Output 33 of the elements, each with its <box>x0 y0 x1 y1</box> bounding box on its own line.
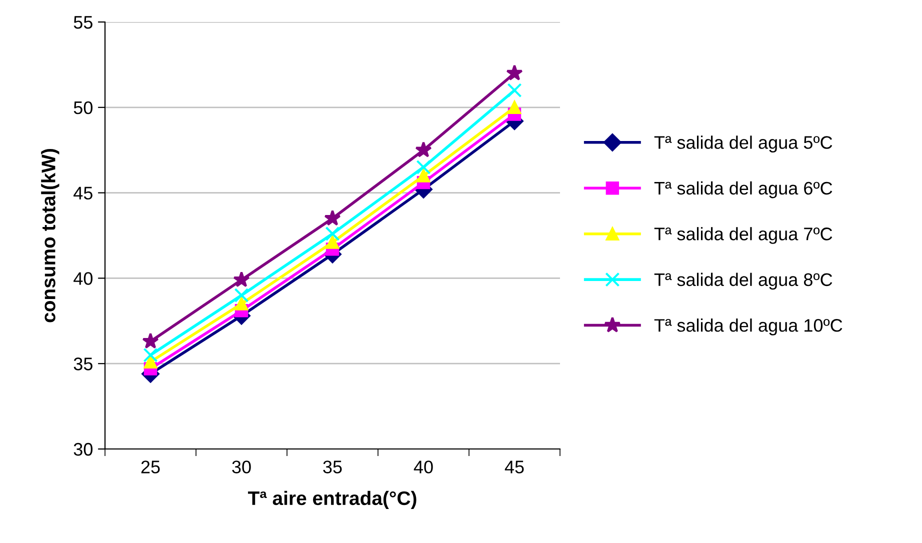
y-tick-label: 45 <box>74 186 92 200</box>
point <box>506 64 523 80</box>
point <box>143 348 158 362</box>
legend-label: Tª salida del agua 10ºC <box>654 318 842 336</box>
point <box>234 288 249 303</box>
y-tick-label: 35 <box>74 358 92 370</box>
point <box>144 355 158 368</box>
y-axis-title: consumo total(kW) <box>41 148 60 322</box>
point <box>324 210 341 226</box>
point <box>142 332 159 349</box>
x-tick-label: 40 <box>414 460 433 474</box>
y-tick-label: 40 <box>74 272 92 285</box>
point <box>416 160 431 174</box>
y-tick-label: 50 <box>74 101 92 114</box>
point <box>415 141 432 158</box>
legend-label: Tª salida del agua 6ºC <box>654 181 832 198</box>
x-tick-label: 30 <box>232 460 251 474</box>
point <box>507 83 522 98</box>
x-tick-label: 35 <box>323 460 342 474</box>
x-tick-label: 25 <box>141 460 160 474</box>
point <box>325 226 340 242</box>
point <box>233 271 250 288</box>
x-tick-label: 45 <box>504 460 524 474</box>
point <box>416 169 430 182</box>
legend-label: Tª salida del agua 5ºC <box>654 136 832 152</box>
point <box>234 297 248 310</box>
legend-label: Tª salida del agua 7ºC <box>654 227 832 244</box>
y-tick-label: 55 <box>74 16 92 29</box>
legend-label: Tª salida del agua 8ºC <box>654 272 832 290</box>
point <box>508 100 522 114</box>
y-tick-label: 30 <box>74 442 92 456</box>
point <box>326 236 340 249</box>
x-axis-title: Tª aire entrada(°C) <box>248 490 416 509</box>
